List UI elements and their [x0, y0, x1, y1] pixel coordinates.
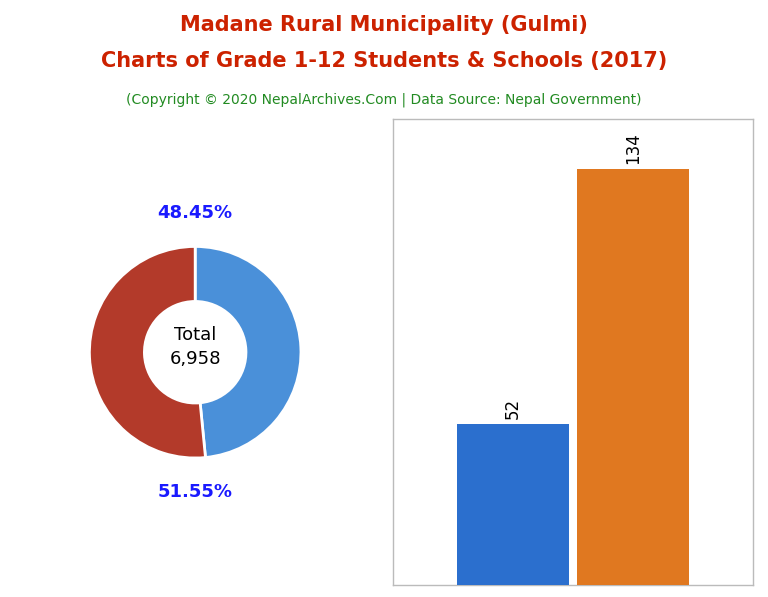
Wedge shape: [195, 247, 301, 457]
Wedge shape: [89, 247, 206, 458]
Text: Total
6,958: Total 6,958: [170, 326, 221, 368]
Bar: [457, 424, 569, 585]
Text: 52: 52: [504, 398, 522, 419]
Text: Madane Rural Municipality (Gulmi): Madane Rural Municipality (Gulmi): [180, 15, 588, 35]
Text: Charts of Grade 1-12 Students & Schools (2017): Charts of Grade 1-12 Students & Schools …: [101, 51, 667, 71]
Text: 134: 134: [624, 133, 642, 164]
Text: (Copyright © 2020 NepalArchives.Com | Data Source: Nepal Government): (Copyright © 2020 NepalArchives.Com | Da…: [126, 93, 642, 107]
Text: 51.55%: 51.55%: [157, 483, 233, 501]
Text: 48.45%: 48.45%: [157, 204, 233, 221]
Bar: [577, 169, 689, 585]
